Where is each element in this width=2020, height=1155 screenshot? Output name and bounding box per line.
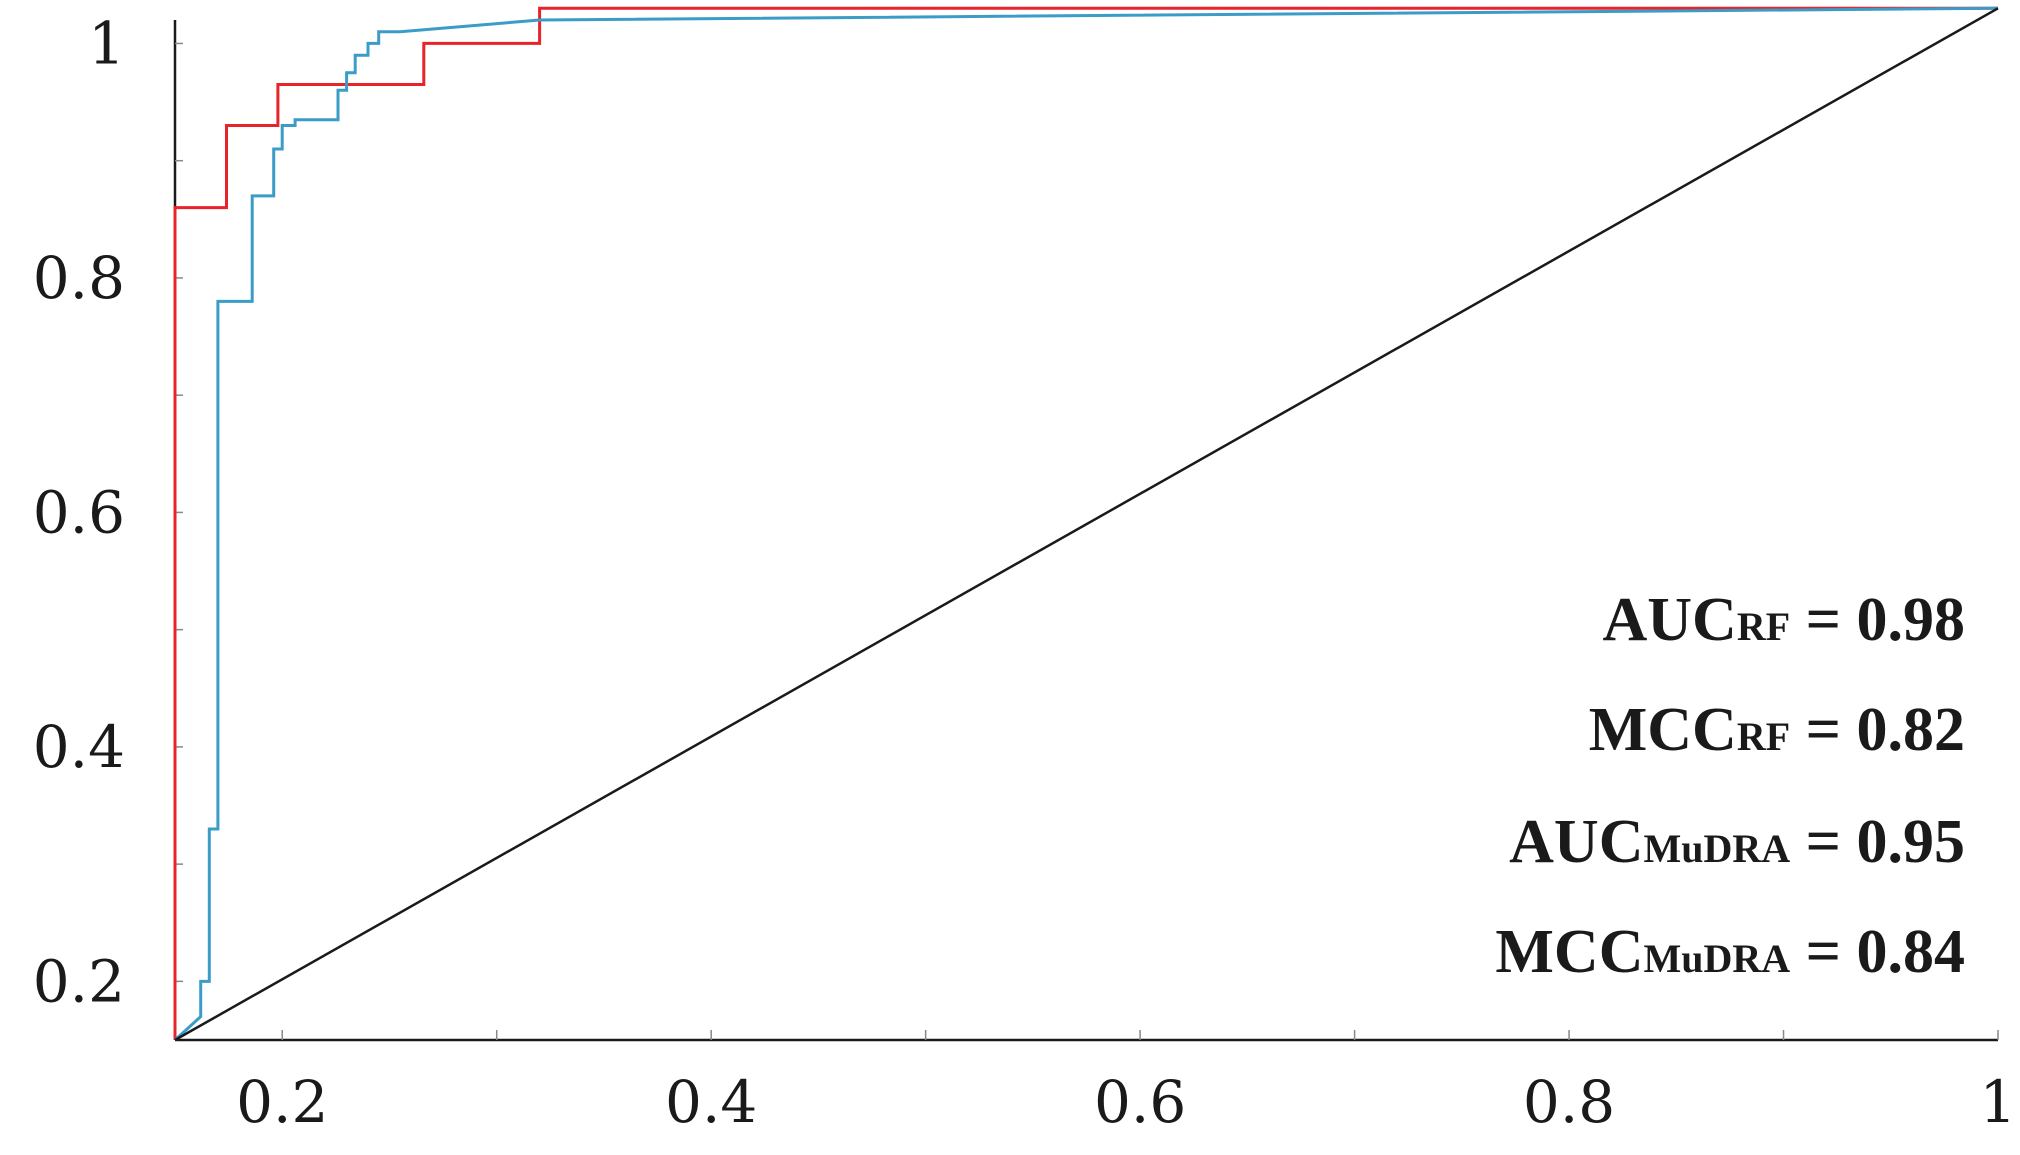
metric-annotation: AUCRF = 0.98 xyxy=(1603,586,1966,654)
metric-value: = 0.98 xyxy=(1790,586,1965,654)
metric-value: = 0.95 xyxy=(1790,808,1965,876)
y-tick-label: 0.8 xyxy=(33,244,125,312)
x-tick-labels: 0.2 0.4 0.6 0.8 1 xyxy=(236,1068,2016,1136)
series-line-3 xyxy=(174,7,1999,1042)
metric-name: MCC xyxy=(1495,918,1643,986)
metric-name: AUC xyxy=(1603,586,1737,654)
metric-subscript: RF xyxy=(1737,604,1790,649)
metric-subscript: MuDRA xyxy=(1643,826,1790,871)
x-tick-label: 0.2 xyxy=(236,1068,328,1136)
y-tick-label: 0.6 xyxy=(33,478,125,546)
y-tick-label: 0.2 xyxy=(33,947,125,1015)
series-line-1 xyxy=(173,6,1998,1040)
metric-name: AUC xyxy=(1509,808,1643,876)
metric-value: = 0.84 xyxy=(1790,918,1965,986)
x-tick-label: 1 xyxy=(1980,1068,2017,1136)
x-tick-label: 0.8 xyxy=(1523,1068,1615,1136)
axes xyxy=(173,20,1999,1042)
metric-annotation: AUCMuDRA = 0.95 xyxy=(1509,808,1965,876)
x-tick-label: 0.6 xyxy=(1094,1068,1186,1136)
y-tick-label: 1 xyxy=(88,9,125,77)
metric-subscript: RF xyxy=(1737,714,1790,759)
plot-area xyxy=(173,6,1999,1042)
metric-value: = 0.82 xyxy=(1790,696,1965,764)
metric-subscript: MuDRA xyxy=(1643,936,1790,981)
metric-annotation: MCCRF = 0.82 xyxy=(1589,696,1965,764)
x-tick-label: 0.4 xyxy=(665,1068,757,1136)
y-tick-labels: 0.2 0.4 0.6 0.8 1 xyxy=(33,9,125,1015)
series-group xyxy=(173,6,1999,1042)
y-tick-label: 0.4 xyxy=(33,713,125,781)
metric-name: MCC xyxy=(1589,696,1737,764)
metric-annotation: MCCMuDRA = 0.84 xyxy=(1495,918,1965,986)
series-line-2 xyxy=(173,6,1999,1042)
